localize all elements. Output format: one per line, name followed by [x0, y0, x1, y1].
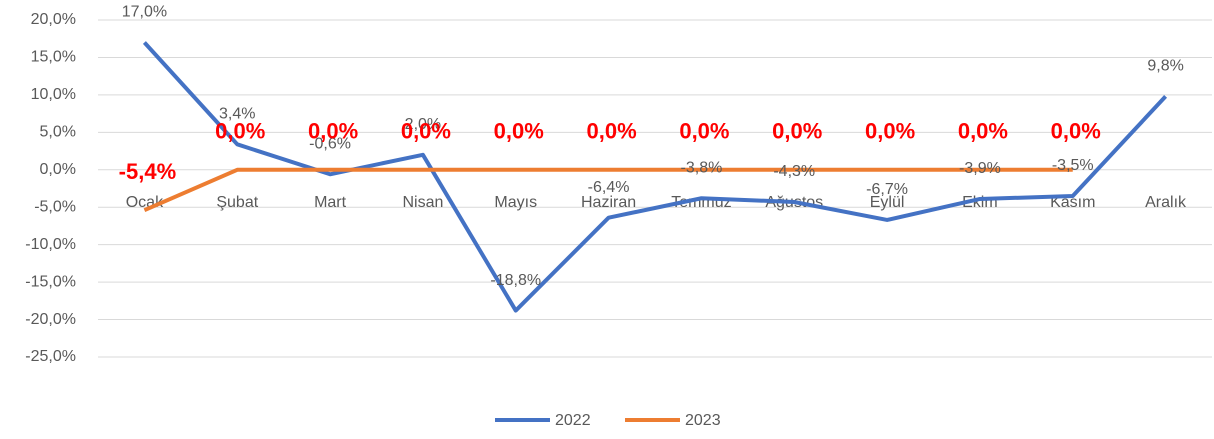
data-label: -3,8% [681, 159, 723, 176]
data-label: 0,0% [958, 119, 1008, 144]
y-tick-label: 15,0% [31, 49, 76, 66]
y-tick-label: -15,0% [25, 273, 76, 290]
y-tick-label: 20,0% [31, 11, 76, 28]
series-line [143, 167, 1073, 213]
data-label: 9,8% [1147, 58, 1183, 75]
y-tick-label: -20,0% [25, 311, 76, 328]
y-tick-label: 5,0% [40, 124, 76, 141]
data-label: 3,4% [219, 106, 255, 123]
data-label: 0,0% [215, 119, 265, 144]
x-tick-label: Şubat [216, 194, 258, 211]
y-tick-label: -25,0% [25, 348, 76, 365]
data-label: -18,8% [490, 272, 541, 289]
x-tick-label: Nisan [402, 194, 443, 211]
legend-label: 2023 [685, 412, 721, 429]
x-tick-label: Aralık [1145, 194, 1187, 211]
data-label: -0,6% [309, 135, 351, 152]
data-label: 0,0% [308, 119, 358, 144]
data-label: 0,0% [401, 119, 451, 144]
data-label: 0,0% [772, 119, 822, 144]
data-label: 0,0% [587, 119, 637, 144]
series-line [142, 41, 1168, 313]
data-label: -5,4% [119, 159, 176, 184]
data-label: -4,3% [773, 163, 815, 180]
data-label: -6,7% [866, 181, 908, 198]
y-tick-label: -5,0% [34, 198, 76, 215]
data-label: 2,0% [405, 116, 441, 133]
y-tick-label: 0,0% [40, 161, 76, 178]
data-label: 0,0% [1051, 119, 1101, 144]
x-tick-label: Eylül [870, 194, 905, 211]
data-label: 0,0% [865, 119, 915, 144]
data-label: 0,0% [679, 119, 729, 144]
data-label: 0,0% [494, 119, 544, 144]
y-tick-label: -10,0% [25, 236, 76, 253]
data-label: -3,9% [959, 160, 1001, 177]
y-tick-label: 10,0% [31, 86, 76, 103]
x-tick-label: Mayıs [494, 194, 537, 211]
data-label: -6,4% [588, 179, 630, 196]
data-label: 17,0% [122, 4, 167, 21]
data-label: -3,5% [1052, 157, 1094, 174]
x-tick-label: Mart [314, 194, 347, 211]
legend-label: 2022 [555, 412, 591, 429]
x-tick-label: Haziran [581, 194, 636, 211]
